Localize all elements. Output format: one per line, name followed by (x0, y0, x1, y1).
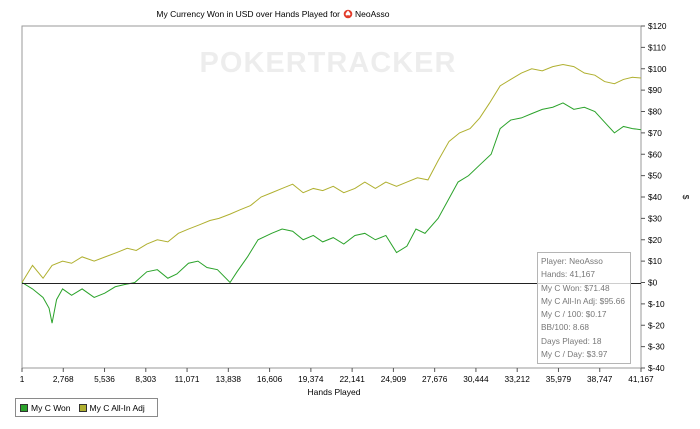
x-tick-label: 38,747 (587, 374, 613, 384)
stat-hands: Hands: 41,167 (541, 269, 595, 280)
y-tick-label: $50 (648, 171, 662, 181)
y-axis: $120 $110 $100 $90 $80 $70 $60 $50 $40 $30 $20 $10 $… (641, 21, 667, 373)
y-tick-label: $120 (648, 21, 667, 31)
chart-title-group: My Currency Won in USD over Hands Played… (156, 9, 389, 19)
y-tick-label: $0 (648, 278, 658, 288)
series-layer (21, 63, 642, 324)
poker-spade-icon (343, 9, 353, 19)
x-tick-label: 24,909 (381, 374, 407, 384)
y-tick-label: $-30 (648, 342, 665, 352)
x-tick-label: 22,141 (339, 374, 365, 384)
stat-days-played: Days Played: 18 (541, 335, 602, 346)
stat-per-day: My C / Day: $3.97 (541, 349, 608, 360)
x-tick-label: 8,303 (135, 374, 156, 384)
x-tick-label: 35,979 (546, 374, 572, 384)
stat-bb-100: BB/100: 8.68 (541, 322, 589, 333)
series-line-allin-adj (21, 63, 642, 283)
x-tick-label: 13,838 (216, 374, 242, 384)
x-tick-label: 27,676 (422, 374, 448, 384)
x-tick-label: 16,606 (257, 374, 283, 384)
stat-per-100: My C / 100: $0.17 (541, 309, 607, 320)
y-tick-label: $90 (648, 85, 662, 95)
y-tick-label: $40 (648, 192, 662, 202)
chart-title: My Currency Won in USD over Hands Played… (156, 9, 340, 19)
legend-swatch-won (20, 403, 28, 412)
stats-box: Player: NeoAsso Hands: 41,167 My C Won: … (537, 252, 631, 364)
y-axis-label: $ (681, 195, 691, 200)
y-tick-label: $60 (648, 149, 662, 159)
legend-item-won[interactable]: My C Won (20, 403, 71, 413)
x-tick-label: 19,374 (298, 374, 324, 384)
pokertracker-watermark: POKERTRACKER (200, 47, 457, 79)
player-name: NeoAsso (355, 9, 390, 19)
x-axis-label: Hands Played (308, 387, 361, 397)
x-tick-label: 5,536 (94, 374, 115, 384)
stat-player: Player: NeoAsso (541, 256, 603, 266)
legend-label-allin-adj: My C All-In Adj (89, 402, 145, 413)
stat-allin-adj: My C All-In Adj: $95.66 (541, 295, 625, 306)
chart-legend: My C Won My C All-In Adj (15, 398, 158, 417)
series-line-won (21, 102, 642, 324)
y-tick-label: $30 (648, 213, 662, 223)
legend-item-allin-adj[interactable]: My C All-In Adj (78, 402, 145, 413)
y-tick-label: $-20 (648, 320, 665, 330)
y-tick-label: $20 (648, 235, 662, 245)
y-tick-label: $70 (648, 128, 662, 138)
x-tick-label: 2,768 (53, 374, 74, 384)
y-tick-label: $10 (648, 256, 662, 266)
x-tick-label: 1 (20, 374, 25, 384)
stat-won: My C Won: $71.48 (541, 282, 610, 293)
x-tick-label: 33,212 (505, 374, 531, 384)
y-tick-label: $-40 (648, 363, 665, 373)
legend-label-won: My C Won (31, 402, 71, 413)
y-tick-label: $100 (648, 64, 667, 74)
x-tick-label: 41,167 (628, 374, 654, 384)
y-tick-label: $110 (648, 42, 666, 52)
x-axis: 1 2,768 5,536 8,303 11,071 13,838 16,606 19,374… (20, 368, 654, 384)
y-tick-label: $-10 (648, 299, 665, 309)
x-tick-label: 30,444 (463, 374, 489, 384)
x-tick-label: 11,071 (175, 374, 200, 384)
y-tick-label: $80 (648, 107, 662, 117)
legend-swatch-allin-adj (78, 403, 87, 412)
